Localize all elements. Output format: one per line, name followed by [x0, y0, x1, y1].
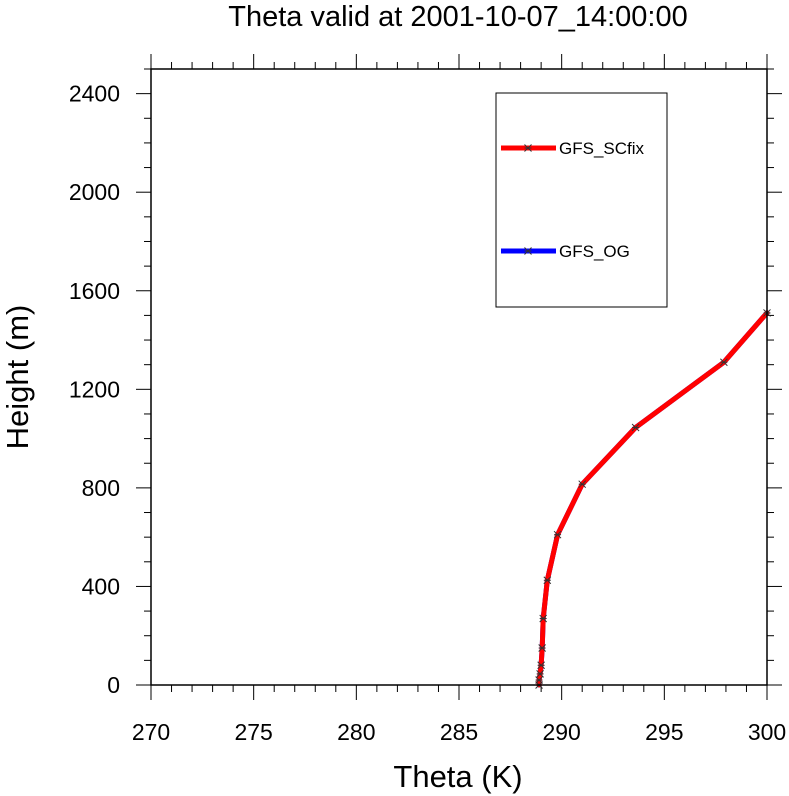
plot-frame	[150, 68, 768, 686]
x-tick-label: 270	[132, 719, 170, 745]
data-point	[543, 576, 552, 585]
x-tick-label: 275	[234, 719, 272, 745]
legend-items: GFS_SCfix GFS_OG	[501, 139, 645, 261]
y-tick-label: 2000	[69, 179, 120, 205]
axis-tick-labels: 270 275 280 285 290 295 300 0 400 800 1200 1600 2000…	[69, 81, 786, 745]
series-line	[536, 310, 770, 688]
y-tick-label: 1600	[69, 278, 120, 304]
y-axis-title: Height (m)	[0, 305, 35, 450]
x-tick-label: 280	[337, 719, 375, 745]
legend-label: GFS_SCfix	[559, 139, 645, 158]
x-tick-label: 295	[645, 719, 683, 745]
legend-label: GFS_OG	[559, 242, 630, 261]
data-point	[535, 676, 543, 684]
data-point	[537, 661, 545, 670]
axis-ticks	[136, 54, 782, 700]
legend-box	[495, 92, 668, 308]
y-tick-label: 400	[82, 573, 120, 599]
legend-marker	[524, 247, 532, 255]
data-point	[720, 358, 728, 367]
data-point	[536, 670, 544, 678]
legend-marker	[524, 144, 532, 152]
chart-title: Theta valid at 2001-10-07_14:00:00	[228, 1, 688, 33]
y-tick-label: 2400	[69, 81, 120, 107]
data-point	[553, 530, 562, 539]
data-point	[538, 644, 547, 652]
x-tick-label: 300	[748, 719, 786, 745]
x-axis-title: Theta (K)	[393, 759, 522, 794]
series-layer	[535, 309, 771, 689]
data-point	[631, 423, 640, 432]
y-tick-label: 0	[107, 672, 120, 698]
y-tick-label: 800	[82, 475, 120, 501]
legend: GFS_SCfix GFS_OG	[495, 92, 668, 308]
x-tick-label: 285	[440, 719, 478, 745]
data-point	[578, 480, 587, 489]
y-tick-label: 1200	[69, 376, 120, 402]
data-point	[539, 614, 548, 623]
x-tick-label: 290	[542, 719, 580, 745]
